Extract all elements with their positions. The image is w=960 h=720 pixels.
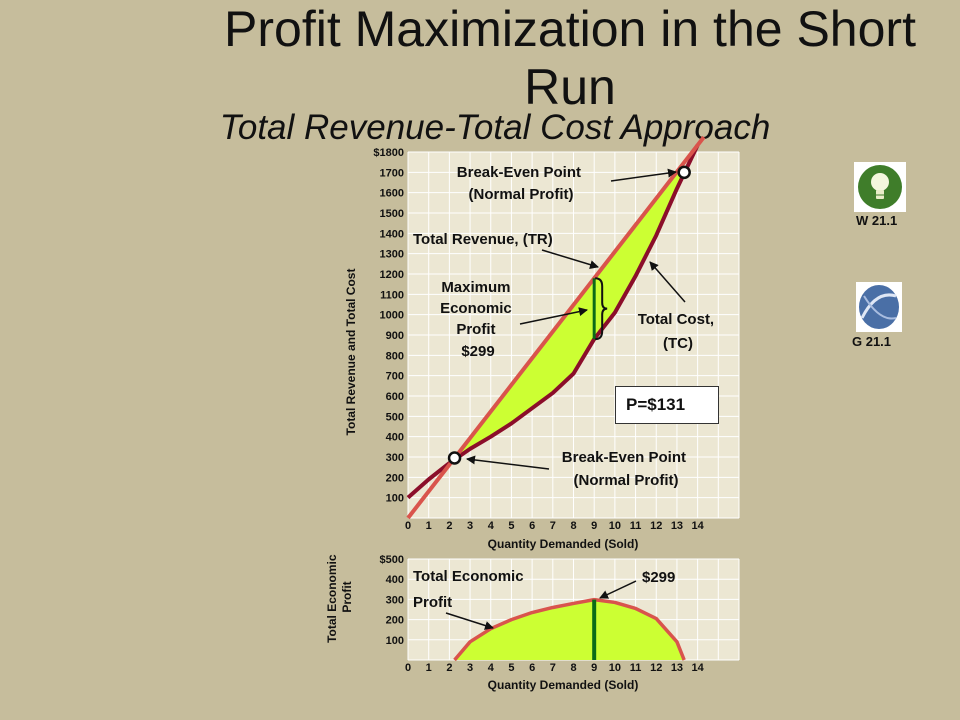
arrow-break-even-upper bbox=[610, 168, 677, 182]
x-tick-label: 13 bbox=[671, 520, 683, 532]
x-tick-label: 9 bbox=[591, 662, 597, 674]
x-tick-label: 12 bbox=[650, 662, 662, 674]
y-tick-label: 1400 bbox=[380, 228, 404, 240]
y-tick-label: 200 bbox=[386, 615, 404, 627]
x-tick-label: 5 bbox=[508, 520, 514, 532]
y-tick-label: 100 bbox=[386, 493, 404, 505]
bottom-chart-x-axis-label: Quantity Demanded (Sold) bbox=[488, 678, 639, 692]
y-tick-label: 400 bbox=[386, 432, 404, 444]
w-21-1-label: W 21.1 bbox=[856, 213, 898, 228]
x-tick-label: 6 bbox=[529, 662, 535, 674]
break-even-upper-marker bbox=[677, 165, 691, 180]
y-tick-label: 800 bbox=[386, 350, 404, 362]
x-tick-label: 3 bbox=[467, 520, 473, 532]
lightbulb-icon bbox=[854, 162, 906, 212]
x-tick-label: 11 bbox=[630, 520, 642, 532]
x-tick-label: 7 bbox=[550, 662, 556, 674]
y-tick-label: 300 bbox=[386, 594, 404, 606]
break-even-upper-label: Break-Even Point (Normal Profit) bbox=[457, 164, 585, 203]
y-tick-label: $500 bbox=[380, 554, 404, 566]
x-tick-label: 8 bbox=[570, 662, 576, 674]
x-tick-label: 1 bbox=[426, 520, 432, 532]
x-tick-label: 2 bbox=[446, 520, 452, 532]
y-tick-label: 400 bbox=[386, 574, 404, 586]
arrow-total-economic-profit bbox=[445, 612, 494, 630]
total-cost-label: Total Cost, (TC) bbox=[638, 311, 719, 352]
top-chart: 0 1 2 3 4 5 6 7 8 9 10 11 12 13 14 1002003004005006007… bbox=[344, 135, 740, 551]
top-chart-x-axis-label: Quantity Demanded (Sold) bbox=[488, 537, 639, 551]
top-chart-y-axis-label: Total Revenue and Total Cost bbox=[344, 269, 358, 436]
bottom-chart-y-ticks: 100 200 300 400 $500 bbox=[380, 554, 404, 647]
y-tick-label: 500 bbox=[386, 411, 404, 423]
max-profit-value-label: $299 bbox=[642, 569, 675, 586]
arrow-total-cost bbox=[649, 261, 686, 303]
y-tick-label: 1700 bbox=[380, 167, 404, 179]
x-tick-label: 9 bbox=[591, 520, 597, 532]
arrow-max-profit-value bbox=[599, 580, 637, 599]
x-tick-label: 11 bbox=[630, 662, 642, 674]
w-21-1-button[interactable] bbox=[854, 162, 906, 212]
y-tick-label: 1500 bbox=[380, 208, 404, 220]
total-economic-profit-label: Total Economic Profit bbox=[413, 568, 528, 611]
x-tick-label: 10 bbox=[609, 520, 621, 532]
y-tick-label: 300 bbox=[386, 452, 404, 464]
slide-subtitle: Total Revenue-Total Cost Approach bbox=[219, 108, 771, 147]
y-tick-label: 1600 bbox=[380, 188, 404, 200]
arrow-total-revenue bbox=[541, 249, 599, 269]
y-tick-label: 900 bbox=[386, 330, 404, 342]
x-tick-label: 7 bbox=[550, 520, 556, 532]
y-tick-label: 1200 bbox=[380, 269, 404, 281]
x-tick-label: 0 bbox=[405, 662, 411, 674]
g-21-1-label: G 21.1 bbox=[852, 334, 892, 349]
top-chart-y-ticks: 100 200 300 400 500 600 700 800 900 1000 1100 1200 1… bbox=[373, 147, 404, 505]
y-tick-label: $1800 bbox=[373, 147, 404, 159]
arrow-max-profit bbox=[519, 307, 588, 325]
top-chart-x-ticks: 0 1 2 3 4 5 6 7 8 9 10 11 12 13 14 bbox=[405, 520, 705, 532]
x-tick-label: 4 bbox=[488, 662, 495, 674]
break-even-lower-label: Break-Even Point (Normal Profit) bbox=[562, 449, 690, 489]
x-tick-label: 1 bbox=[426, 662, 432, 674]
x-tick-label: 2 bbox=[446, 662, 452, 674]
arrow-break-even-lower bbox=[466, 455, 550, 470]
x-tick-label: 14 bbox=[692, 662, 705, 674]
x-tick-label: 12 bbox=[650, 520, 662, 532]
x-tick-label: 3 bbox=[467, 662, 473, 674]
x-tick-label: 8 bbox=[570, 520, 576, 532]
y-tick-label: 1300 bbox=[380, 249, 404, 261]
y-tick-label: 1100 bbox=[380, 289, 404, 301]
graph-icon bbox=[856, 282, 902, 332]
x-tick-label: 0 bbox=[405, 520, 411, 532]
x-tick-label: 14 bbox=[692, 520, 705, 532]
y-tick-label: 700 bbox=[386, 371, 404, 383]
total-revenue-label: Total Revenue, (TR) bbox=[413, 231, 553, 248]
g-21-1-button[interactable] bbox=[856, 282, 908, 332]
bottom-chart-x-ticks: 0 1 2 3 4 5 6 7 8 9 10 11 12 13 14 bbox=[405, 662, 705, 674]
x-tick-label: 5 bbox=[508, 662, 514, 674]
break-even-lower-marker bbox=[447, 451, 462, 465]
bottom-chart-y-axis-label: Total Economic Profit bbox=[325, 551, 354, 643]
x-tick-label: 4 bbox=[488, 520, 495, 532]
y-tick-label: 600 bbox=[386, 391, 404, 403]
price-label: P=$131 bbox=[615, 386, 719, 424]
slide-title: Profit Maximization in the Short Run bbox=[224, 1, 916, 115]
profit-hill-area bbox=[454, 599, 685, 660]
max-profit-label: Maximum Economic Profit $299 bbox=[440, 279, 516, 360]
y-tick-label: 200 bbox=[386, 472, 404, 484]
y-tick-label: 1000 bbox=[380, 310, 404, 322]
x-tick-label: 6 bbox=[529, 520, 535, 532]
y-tick-label: 100 bbox=[386, 635, 404, 647]
x-tick-label: 10 bbox=[609, 662, 621, 674]
x-tick-label: 13 bbox=[671, 662, 683, 674]
